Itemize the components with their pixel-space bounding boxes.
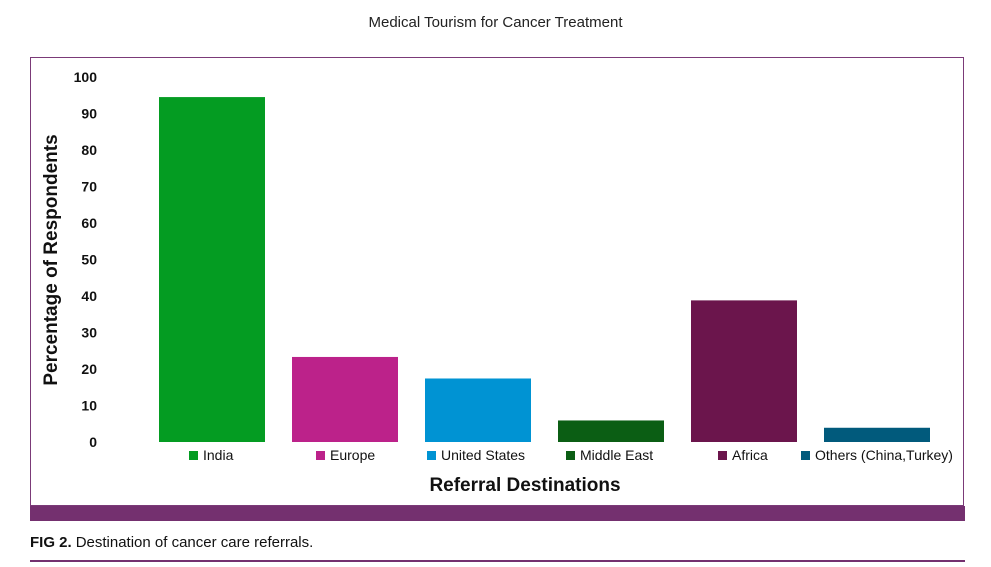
bar-united-states xyxy=(425,378,531,442)
legend-item: United States xyxy=(427,447,525,463)
legend-item: India xyxy=(189,447,234,463)
figure-caption-text: Destination of cancer care referrals. xyxy=(75,534,314,551)
caption-rule xyxy=(30,560,965,562)
y-tick-label: 0 xyxy=(89,434,97,450)
y-tick-label: 90 xyxy=(81,106,97,122)
y-axis-ticks: 0 10 20 30 40 50 60 70 80 90 100 xyxy=(74,69,98,450)
legend: India Europe United States Middle East Afric… xyxy=(189,447,953,463)
y-tick-label: 30 xyxy=(81,325,97,341)
y-tick-label: 50 xyxy=(81,252,97,268)
y-tick-label: 70 xyxy=(81,179,97,195)
legend-label: Africa xyxy=(732,447,768,463)
y-tick-label: 20 xyxy=(81,361,97,377)
legend-label: United States xyxy=(441,447,525,463)
y-tick-label: 10 xyxy=(81,398,97,414)
chart-title: Medical Tourism for Cancer Treatment xyxy=(368,14,623,31)
legend-swatch xyxy=(427,451,436,460)
legend-item: Others (China,Turkey) xyxy=(801,447,953,463)
legend-item: Africa xyxy=(718,447,768,463)
y-axis-label: Percentage of Respondents xyxy=(41,134,62,385)
bar-india xyxy=(159,97,265,442)
bar-middle-east xyxy=(558,420,664,442)
legend-swatch xyxy=(189,451,198,460)
legend-swatch xyxy=(801,451,810,460)
legend-label: India xyxy=(203,447,234,463)
figure-caption: FIG 2. Destination of cancer care referra… xyxy=(30,534,313,551)
y-tick-label: 80 xyxy=(81,142,97,158)
y-tick-label: 100 xyxy=(74,69,98,85)
x-axis-label: Referral Destinations xyxy=(429,475,620,496)
legend-swatch xyxy=(566,451,575,460)
y-tick-label: 40 xyxy=(81,288,97,304)
legend-item: Middle East xyxy=(566,447,653,463)
legend-label: Europe xyxy=(330,447,375,463)
legend-label: Others (China,Turkey) xyxy=(815,447,953,463)
bars xyxy=(159,97,930,442)
frame-bottom-bar xyxy=(30,506,965,521)
y-tick-label: 60 xyxy=(81,215,97,231)
bar-africa xyxy=(691,300,797,442)
legend-item: Europe xyxy=(316,447,375,463)
legend-label: Middle East xyxy=(580,447,653,463)
figure-caption-label: FIG 2. xyxy=(30,534,72,551)
bar-others-china-turkey xyxy=(824,427,930,442)
legend-swatch xyxy=(718,451,727,460)
legend-swatch xyxy=(316,451,325,460)
bar-europe xyxy=(292,356,398,442)
